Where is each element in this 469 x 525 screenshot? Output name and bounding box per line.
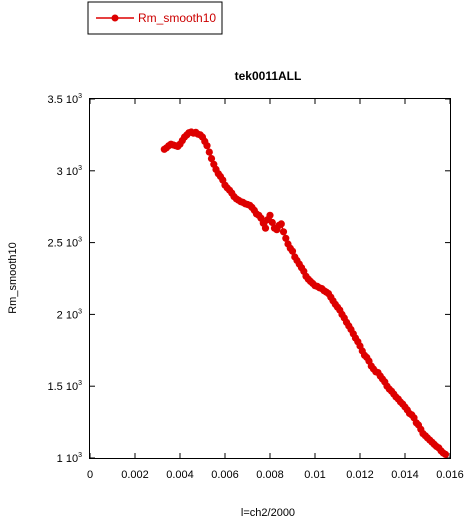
- y-tick-label: 2 103: [57, 308, 82, 321]
- x-tick-label: 0.012: [346, 469, 374, 481]
- y-axis-ticks: 1 103 1.5 103 2 103 2.5 103 3 103 3.5 103: [48, 93, 450, 465]
- data-point: [207, 155, 216, 163]
- x-tick-label: 0.006: [211, 469, 239, 481]
- x-tick-label: 0.008: [256, 469, 284, 481]
- plot-frame: [89, 98, 451, 459]
- y-axis-label: Rm_smooth10: [7, 242, 19, 314]
- y-tick-label: 3 103: [57, 165, 82, 178]
- data-point: [441, 450, 450, 458]
- y-tick-label: 3.5 103: [48, 93, 83, 106]
- legend-label: Rm_smooth10: [138, 11, 216, 25]
- y-tick-label: 1.5 103: [48, 380, 83, 393]
- chart-title: tek0011ALL: [235, 69, 302, 83]
- x-tick-label: 0.016: [436, 469, 464, 481]
- x-tick-label: 0: [87, 469, 93, 481]
- data-point: [288, 247, 297, 255]
- legend-marker: [111, 14, 119, 22]
- data-point: [279, 228, 288, 236]
- data-point: [261, 224, 270, 232]
- x-tick-label: 0.002: [121, 469, 149, 481]
- data-point: [203, 142, 211, 150]
- data-point: [282, 234, 290, 242]
- x-tick-label: 0.004: [166, 469, 194, 481]
- data-point: [277, 220, 285, 228]
- x-tick-label: 0.01: [304, 469, 325, 481]
- data-point: [268, 218, 276, 227]
- x-axis-label: l=ch2/2000: [241, 507, 295, 519]
- data-point: [266, 211, 274, 219]
- x-tick-label: 0.014: [391, 469, 419, 481]
- y-tick-label: 2.5 103: [48, 237, 83, 250]
- legend: Rm_smooth10: [87, 1, 223, 35]
- data-point: [205, 148, 213, 156]
- series-rm-smooth10: [160, 128, 450, 458]
- y-tick-label: 1 103: [57, 452, 82, 465]
- x-axis-ticks: 0 0.002 0.004 0.006 0.008 0.01 0.012 0.014 0.016: [87, 99, 464, 481]
